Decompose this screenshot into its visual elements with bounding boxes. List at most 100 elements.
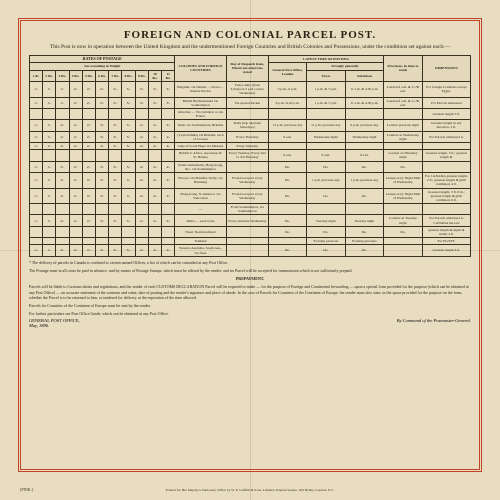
suburban-cell: Do. [345, 188, 384, 204]
rate-cell: 2/- [69, 161, 82, 172]
rate-cell: 1/- [30, 120, 43, 131]
rate-cell: 2/- [56, 143, 69, 150]
rate-cell: 2/- [69, 172, 82, 188]
suburban-cell: Do. [345, 226, 384, 237]
gpo-cell: 9 a.m. [269, 131, 307, 142]
rate-cell: 2/- [56, 172, 69, 188]
rate-cell [82, 238, 95, 245]
rate-cell: 3/- [122, 81, 135, 97]
rate-cell: 2/- [109, 97, 122, 108]
rate-cell: 3/- [122, 143, 135, 150]
rate-cell: 4/- [135, 172, 148, 188]
table-row: —From Southampton, via Southampton [30, 204, 471, 215]
printer-imprint: Printed for Her Majesty's Stationery Off… [0, 488, 500, 492]
rate-cell [56, 226, 69, 237]
table-row: Natal, NewfoundlandDo.Do.Do.Do.greatest … [30, 226, 471, 237]
rate-cell [109, 226, 122, 237]
rate-cell: 4/- [162, 215, 175, 226]
provinces-cell: London on Tuesday night [384, 215, 423, 226]
rate-cell: 2/- [56, 188, 69, 204]
gpo-cell [269, 238, 307, 245]
table-row: 1/-1/-1/-2/-2/-2/-2/-3/-3/-3/-3/-Belgium… [30, 81, 471, 97]
remarks-cell: Greatest length, 3 ft.; greatest length … [422, 150, 470, 161]
rate-cell [109, 204, 122, 215]
dispatch-cell: From Southampton, via Southampton [226, 204, 269, 215]
rate-cell: 2/- [69, 81, 82, 97]
town-cell: Do. [307, 226, 346, 237]
rates-sub-header: Not exceeding in Weight [30, 63, 175, 70]
rate-cell [95, 108, 108, 119]
rate-cell: 3/- [135, 97, 148, 108]
rate-cell: 4/- [148, 188, 161, 204]
rate-cell [135, 204, 148, 215]
provinces-cell: London on Wednesday night [384, 131, 423, 142]
country-cell: Malta — each route [175, 215, 226, 226]
remarks-cell: For CANADA greatest length, 2 ft.; great… [422, 172, 470, 188]
table-body: 1/-1/-1/-2/-2/-2/-2/-3/-3/-3/-3/-Belgium… [30, 81, 471, 256]
country-cell: British Bechuanaland via Southampton [175, 97, 226, 108]
rate-cell: 4/- [148, 143, 161, 150]
town-cell: 9 a.m. [307, 150, 346, 161]
gpo-cell: Do. [269, 215, 307, 226]
rate-cell: 1/- [43, 97, 56, 108]
rate-cell [162, 226, 175, 237]
rate-cell: 3/- [122, 172, 135, 188]
suburban-cell [345, 143, 384, 150]
rate-cell [69, 108, 82, 119]
rate-cell: 4/- [148, 131, 161, 142]
provinces-header: Provinces, In time to reach [384, 55, 423, 81]
gpo-header: General Post Office, London [269, 63, 307, 82]
remarks-cell: For Parcels addressed to CANADA the rate [422, 215, 470, 226]
suburban-cell: Do. [345, 245, 384, 256]
remarks-cell: Greatest length, 3 ft. 6 in.; greatest l… [422, 188, 470, 204]
rate-cell [30, 226, 43, 237]
table-row: 1/-1/-1/-2/-2/-2/-2/-3/-3/-3/-3/-British… [30, 97, 471, 108]
rate-cell: 4/- [135, 161, 148, 172]
rate-cell: 3/- [148, 97, 161, 108]
remarks-cell: Greatest length 4 ft. [422, 245, 470, 256]
provinces-cell: Do. [384, 161, 423, 172]
document-sheet: FOREIGN AND COLONIAL PARCEL POST. This P… [0, 0, 500, 500]
rate-cell: 1/- [30, 172, 43, 188]
rate-cell: 2/- [56, 161, 69, 172]
gpo-cell: 9 a.m. [269, 150, 307, 161]
suburban-cell: 1 p.m. previous day [345, 172, 384, 188]
rate-cell [43, 238, 56, 245]
countries-header: COLONIES AND FOREIGN COUNTRIES [175, 55, 226, 81]
gpo-cell: Do. [269, 172, 307, 188]
rate-cell: 2/- [82, 143, 95, 150]
town-cell [307, 108, 346, 119]
rate-cell: 1/- [43, 188, 56, 204]
rate-cell [69, 226, 82, 237]
rate-cell: 2/- [69, 245, 82, 256]
pink-mark: [PINK.] [20, 487, 33, 492]
rate-cell [135, 150, 148, 161]
rate-cell: 3/- [109, 245, 122, 256]
suburban-cell: Wednesday night [345, 131, 384, 142]
gpo-cell: Do. [269, 161, 307, 172]
footer-para-3: Parcels for Countries of the Continent o… [29, 303, 471, 308]
rate-cell: 3/- [122, 215, 135, 226]
rate-cell: 4/- [148, 161, 161, 172]
rate-cell [109, 150, 122, 161]
remarks-cell: For foreign Countries except Egypt. [422, 81, 470, 97]
rate-cell: 3/- [109, 131, 122, 142]
gpo-office: GENERAL POST OFFICE, May, 1886. [29, 318, 80, 328]
rate-cell [148, 204, 161, 215]
times-group-header: LATEST TIME OF POSTING [269, 55, 384, 63]
rate-cell: 3/- [122, 120, 135, 131]
town-cell: Tuesday night [307, 215, 346, 226]
rate-cell [56, 238, 69, 245]
times-sub-header: Strongly generally [307, 63, 384, 70]
rate-col-header: 6 lbs. [95, 70, 108, 81]
rate-cell [82, 108, 95, 119]
suburban-cell: 9 a.m. [345, 150, 384, 161]
rate-cell: 1/- [30, 188, 43, 204]
dispatch-cell: From Liverpool every Wednesday [226, 188, 269, 204]
rate-cell: 1/- [30, 161, 43, 172]
rate-cell [43, 204, 56, 215]
rate-cell: 1/- [43, 81, 56, 97]
page-subtitle: This Post is now in operation between th… [29, 44, 471, 51]
rate-cell: 2/- [82, 120, 95, 131]
country-cell: Gibraltar — Via Gibraltar or via France [175, 108, 226, 119]
